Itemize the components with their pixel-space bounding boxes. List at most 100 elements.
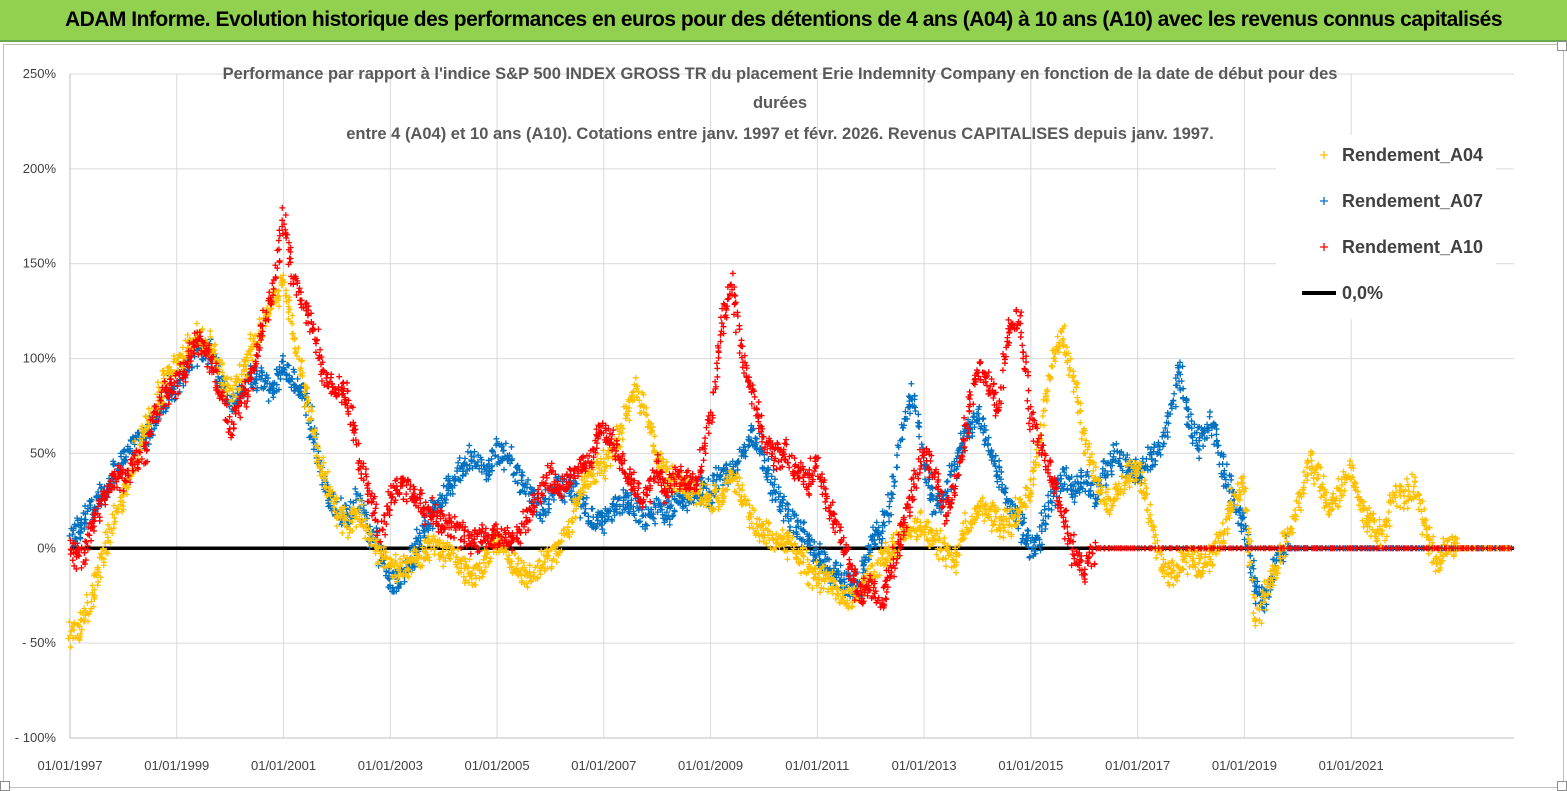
data-point — [466, 442, 472, 448]
data-point — [916, 424, 922, 430]
x-tick-label: 01/01/2011 — [785, 758, 849, 773]
data-point — [891, 483, 897, 489]
data-point — [582, 510, 588, 516]
data-point — [639, 513, 645, 519]
data-point — [1411, 483, 1417, 489]
data-point — [937, 528, 943, 534]
data-point — [1060, 343, 1066, 349]
data-point — [1170, 582, 1176, 588]
data-point — [1409, 471, 1415, 477]
data-point — [295, 376, 301, 382]
data-point — [1024, 485, 1030, 491]
data-point — [266, 398, 272, 404]
data-point — [912, 408, 918, 414]
data-point — [1207, 409, 1213, 415]
data-point — [142, 413, 148, 419]
data-point — [953, 570, 959, 576]
data-point — [1041, 422, 1047, 428]
data-point — [1000, 535, 1006, 541]
data-point — [1314, 476, 1320, 482]
data-point — [1305, 459, 1311, 465]
data-point — [493, 436, 499, 442]
y-tick-label: - 50% — [22, 635, 56, 650]
data-point — [1397, 504, 1403, 510]
data-point — [886, 504, 892, 510]
y-tick-label: - 100% — [15, 730, 57, 745]
data-point — [1321, 473, 1327, 479]
data-point — [941, 535, 947, 541]
data-point — [441, 483, 447, 489]
data-point — [1144, 507, 1150, 513]
x-tick-label: 01/01/2009 — [678, 758, 743, 773]
data-point — [207, 328, 213, 334]
data-point — [798, 570, 804, 576]
data-point — [1074, 395, 1080, 401]
data-point — [538, 571, 544, 577]
data-point — [772, 476, 778, 482]
data-point — [1377, 517, 1383, 523]
data-point — [1426, 551, 1432, 557]
data-point — [1059, 329, 1065, 335]
data-point — [915, 423, 921, 429]
data-point — [1077, 420, 1083, 426]
x-tick-label: 01/01/2003 — [358, 758, 423, 773]
x-tick-label: 01/01/2019 — [1212, 758, 1277, 773]
data-point — [923, 523, 929, 529]
data-point — [981, 518, 987, 524]
data-point — [881, 519, 887, 525]
data-point — [894, 464, 900, 470]
data-point — [915, 411, 921, 417]
x-tick-label: 01/01/2015 — [998, 758, 1063, 773]
data-point — [276, 303, 282, 309]
data-point — [996, 458, 1002, 464]
y-tick-label: 200% — [23, 161, 57, 176]
data-point — [1405, 505, 1411, 511]
data-point — [1174, 563, 1180, 569]
data-point — [886, 519, 892, 525]
data-point — [945, 478, 951, 484]
data-point — [620, 437, 626, 443]
data-point — [1406, 488, 1412, 494]
data-point — [1147, 502, 1153, 508]
data-point — [962, 510, 968, 516]
data-point — [289, 313, 295, 319]
data-point — [194, 320, 200, 326]
data-point — [1397, 483, 1403, 489]
data-point — [1213, 431, 1219, 437]
data-point — [68, 644, 74, 650]
data-point — [1315, 475, 1321, 481]
y-axis: 250%200%150%100%50%0%- 50%- 100% — [15, 66, 70, 745]
data-point — [70, 557, 76, 563]
data-point — [699, 475, 705, 481]
data-point — [908, 381, 914, 387]
data-point — [508, 444, 514, 450]
data-point — [511, 471, 517, 477]
data-point — [801, 519, 807, 525]
data-point — [1042, 507, 1048, 513]
data-point — [1027, 554, 1033, 560]
data-point — [237, 362, 243, 368]
data-point — [943, 563, 949, 569]
data-point — [1224, 461, 1230, 467]
data-point — [633, 375, 639, 381]
data-point — [997, 533, 1003, 539]
data-point — [1214, 438, 1220, 444]
data-point — [551, 497, 557, 503]
data-point — [806, 582, 812, 588]
data-point — [817, 589, 823, 595]
data-point — [1404, 476, 1410, 482]
data-point — [1386, 509, 1392, 515]
data-point — [1055, 333, 1061, 339]
data-point — [1040, 413, 1046, 419]
y-tick-label: 150% — [23, 256, 57, 271]
data-point — [1452, 535, 1458, 541]
y-tick-label: 100% — [23, 351, 57, 366]
data-point — [1330, 491, 1336, 497]
data-point — [667, 522, 673, 528]
data-point — [1049, 507, 1055, 513]
data-point — [345, 535, 351, 541]
x-tick-label: 01/01/2017 — [1105, 758, 1170, 773]
data-point — [111, 503, 117, 509]
